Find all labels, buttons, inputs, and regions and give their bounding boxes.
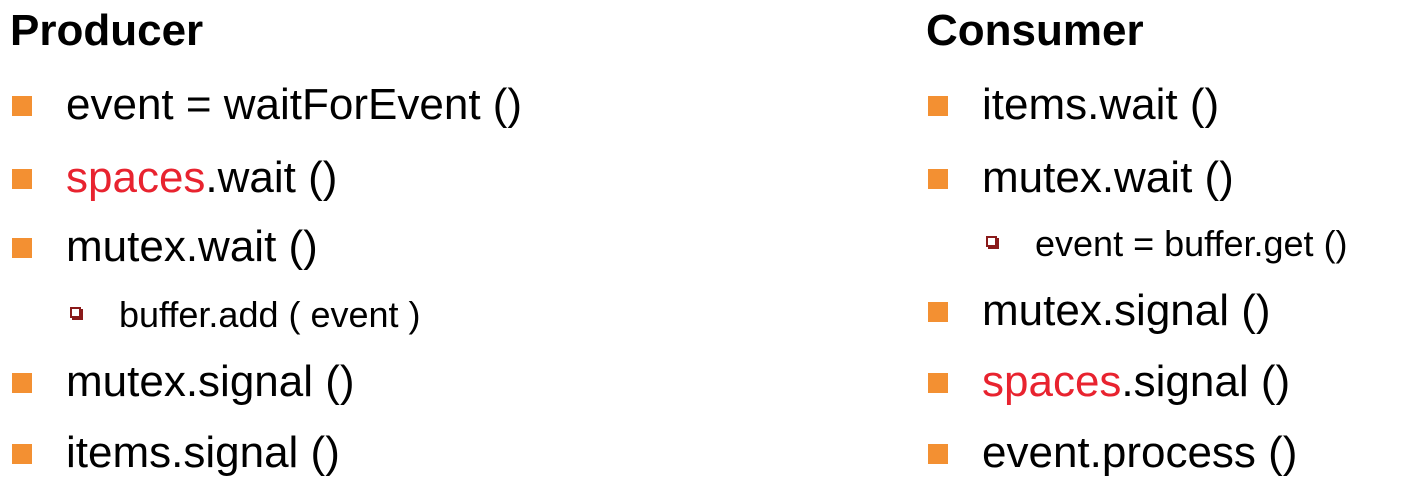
list-item-label: items.signal () — [66, 428, 340, 477]
list-item-label: mutex.signal () — [66, 357, 355, 406]
list-item-label: mutex.wait () — [66, 222, 318, 271]
square-bullet-icon — [12, 444, 32, 464]
list-item-text: event = waitForEvent () — [66, 80, 522, 130]
sub-list-item-label: buffer.add ( event ) — [119, 294, 421, 335]
list-item-text: items.signal () — [66, 428, 340, 478]
list-item-text: spaces.wait () — [66, 153, 337, 203]
list-item-text: items.wait () — [982, 80, 1219, 130]
sub-list-item-label: event = buffer.get () — [1035, 223, 1348, 264]
hollow-square-bullet-icon — [986, 236, 997, 247]
square-bullet-icon — [928, 444, 948, 464]
list-item-text: mutex.wait () — [66, 222, 318, 272]
list-item-label: mutex.wait () — [982, 153, 1234, 202]
square-bullet-icon — [928, 302, 948, 322]
square-bullet-icon — [12, 238, 32, 258]
highlighted-term: spaces — [66, 153, 206, 202]
sub-list-item-text: event = buffer.get () — [1035, 224, 1348, 264]
list-item-text: spaces.signal () — [982, 357, 1290, 407]
square-bullet-icon — [12, 373, 32, 393]
square-bullet-icon — [928, 96, 948, 116]
consumer-heading: Consumer — [926, 6, 1144, 55]
list-item-label: items.wait () — [982, 80, 1220, 129]
highlighted-term: spaces — [982, 357, 1122, 406]
sub-list-item-text: buffer.add ( event ) — [119, 295, 421, 335]
list-item-text: mutex.signal () — [66, 357, 355, 407]
hollow-square-bullet-icon — [70, 307, 81, 318]
list-item-label: event.process () — [982, 428, 1298, 477]
list-item-label: event = waitForEvent () — [66, 80, 523, 129]
producer-heading: Producer — [10, 6, 204, 55]
square-bullet-icon — [12, 169, 32, 189]
square-bullet-icon — [928, 373, 948, 393]
list-item-label: .signal () — [1121, 357, 1291, 406]
square-bullet-icon — [928, 169, 948, 189]
square-bullet-icon — [12, 96, 32, 116]
list-item-text: mutex.wait () — [982, 153, 1234, 203]
list-item-label: mutex.signal () — [982, 286, 1271, 335]
list-item-text: event.process () — [982, 428, 1297, 478]
list-item-label: .wait () — [205, 153, 338, 202]
list-item-text: mutex.signal () — [982, 286, 1271, 336]
